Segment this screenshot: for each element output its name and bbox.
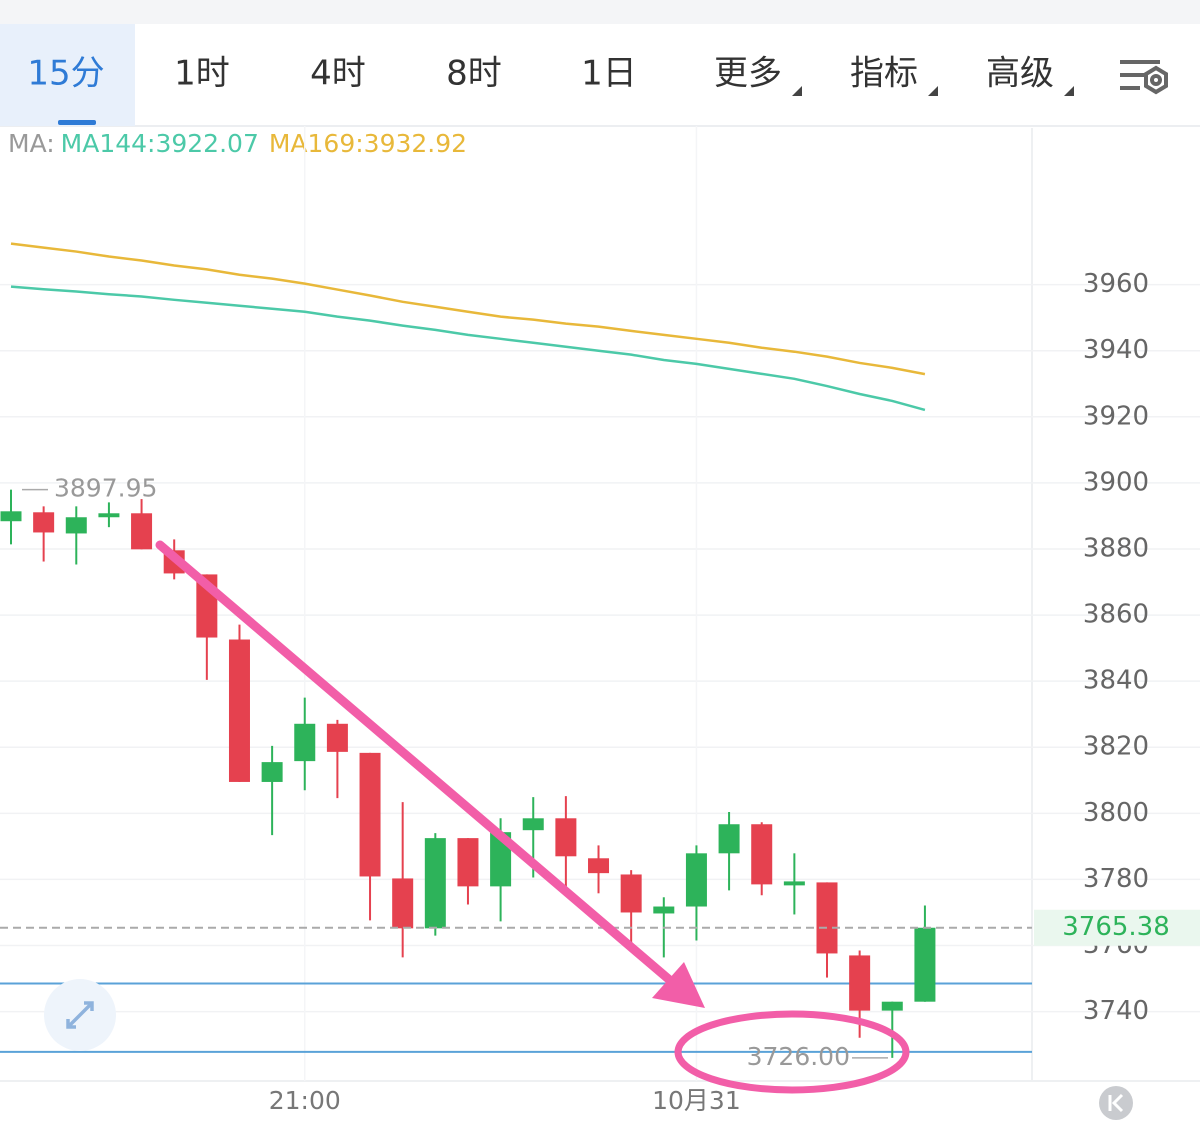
candle-body: [131, 513, 153, 550]
candle-body: [294, 723, 316, 762]
active-tab-indicator: [58, 120, 96, 125]
status-strip: [0, 0, 1200, 24]
ma-title: MA:: [8, 129, 55, 158]
y-tick-label: 3840: [1083, 666, 1149, 696]
active-tab-bg: [0, 24, 135, 126]
dropdown-caret: [792, 86, 802, 96]
candle-body: [33, 512, 55, 533]
expand-button[interactable]: [44, 979, 116, 1051]
tab[interactable]: 4时: [310, 54, 366, 94]
tab[interactable]: 更多: [714, 54, 782, 94]
legend-entry: MA144:3922.07: [61, 129, 259, 158]
y-tick-label: 3820: [1083, 732, 1149, 762]
candle-body: [261, 762, 283, 782]
candle-body: [588, 858, 610, 874]
candle-body: [751, 824, 773, 885]
y-tick-label: 3800: [1083, 798, 1149, 828]
min-label: 3726.00: [747, 1042, 850, 1071]
candle-body: [849, 955, 871, 1011]
candle-body: [98, 513, 120, 518]
y-tick-label: 3780: [1083, 864, 1149, 894]
candle-body: [783, 881, 805, 886]
tab[interactable]: 高级: [986, 54, 1054, 94]
tab[interactable]: 8时: [446, 54, 502, 94]
y-tick-label: 3860: [1083, 600, 1149, 630]
dropdown-caret: [928, 86, 938, 96]
tab-group: 15分 1时 4时 8时 1日 更多 指标 高级: [0, 24, 1074, 126]
candle-body: [522, 818, 544, 831]
candle-body: [653, 906, 675, 914]
y-tick-label: 3740: [1083, 996, 1149, 1026]
y-tick-label: 3900: [1083, 467, 1149, 497]
candle-body: [359, 752, 381, 877]
plot: MA:MA144:3922.07MA169:3932.9237403760378…: [0, 126, 1200, 1115]
y-tick-label: 3880: [1083, 533, 1149, 563]
candle-body: [0, 511, 22, 522]
tab[interactable]: 15分: [27, 54, 104, 94]
ma-line: [10, 242, 926, 376]
tab[interactable]: 1时: [174, 54, 230, 94]
candle-body: [392, 878, 414, 929]
x-tick-label: 21:00: [269, 1086, 341, 1115]
last-price-label: 3765.38: [1062, 912, 1170, 942]
dropdown-caret: [1064, 86, 1074, 96]
annotation-arrow: [155, 540, 910, 1094]
candle-body: [685, 853, 707, 907]
candle-body: [65, 517, 87, 534]
legend-entry: MA169:3932.92: [269, 129, 467, 158]
candle-body: [424, 838, 446, 929]
last-price-tag: [1034, 909, 1200, 946]
ma-line: [10, 285, 926, 412]
x-tick-label: 10月31: [652, 1086, 741, 1115]
scroll-end-button[interactable]: [1099, 1086, 1133, 1120]
y-tick-label: 3920: [1083, 401, 1149, 431]
settings-icon[interactable]: [1120, 60, 1168, 95]
candle-body: [457, 838, 479, 887]
candle-body: [816, 882, 838, 954]
max-label: 3897.95: [54, 474, 157, 503]
y-tick-label: 3960: [1083, 269, 1149, 299]
tab[interactable]: 指标: [850, 54, 918, 94]
candle-body: [620, 874, 642, 913]
tab-bar: [0, 24, 1200, 126]
candle-body: [326, 723, 348, 752]
candle-body: [718, 824, 740, 854]
candle-body: [881, 1001, 903, 1011]
candle-body: [914, 927, 936, 1002]
candle-body: [555, 818, 577, 857]
candle-body: [228, 639, 250, 782]
y-tick-label: 3940: [1083, 335, 1149, 365]
tab[interactable]: 1日: [581, 54, 637, 94]
